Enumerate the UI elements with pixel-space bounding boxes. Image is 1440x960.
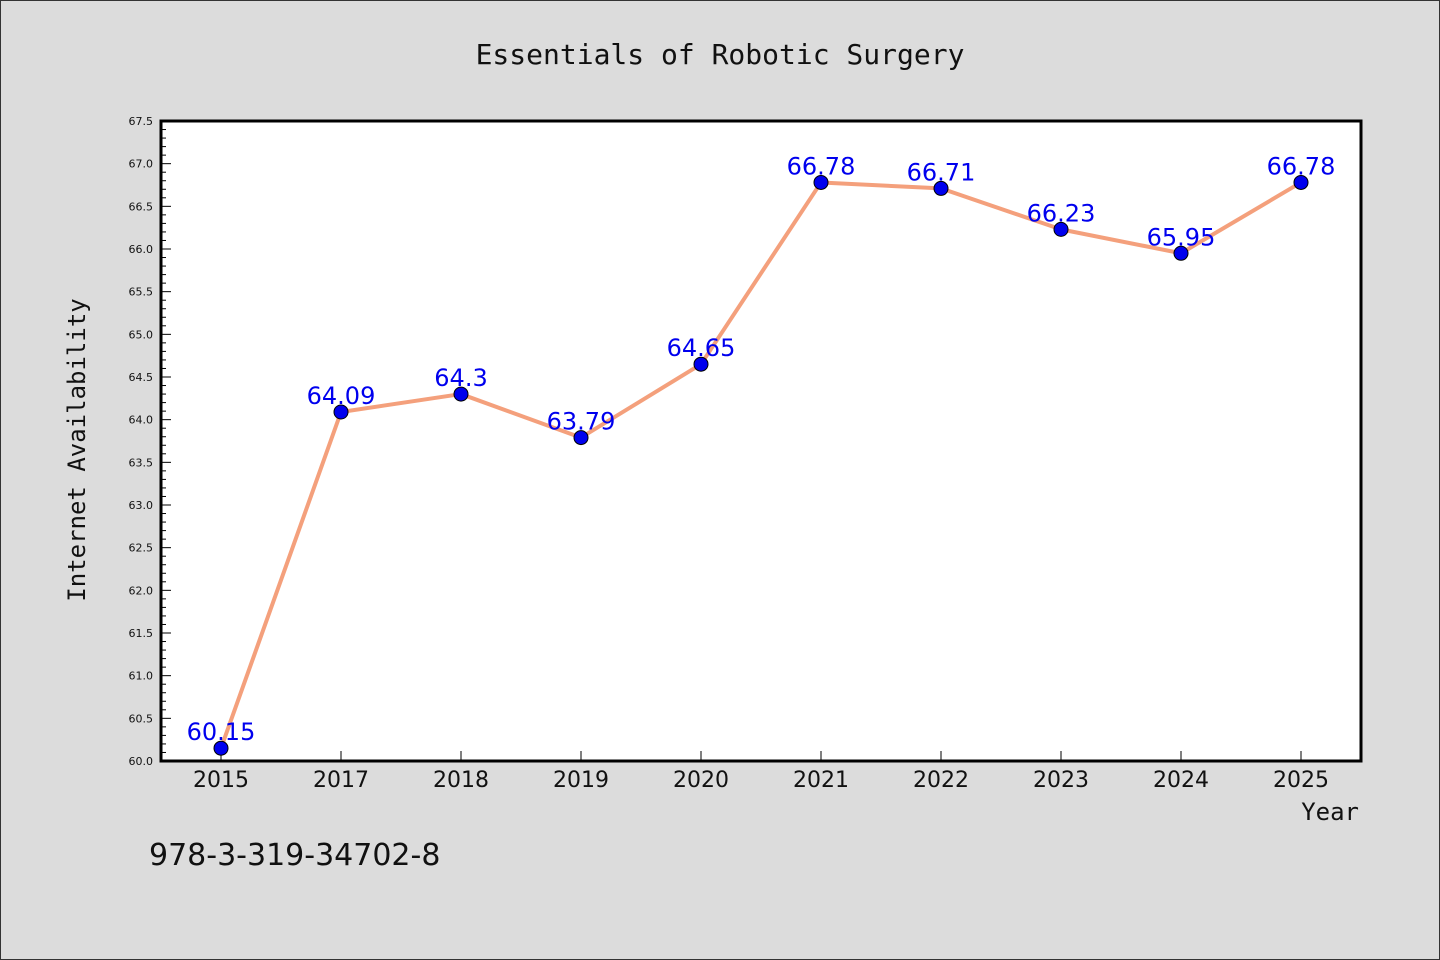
y-tick-label: 60.0: [129, 755, 154, 768]
data-point: [1293, 174, 1309, 190]
y-tick-label: 67.5: [129, 115, 154, 128]
y-axis: 60.0 60.5 61.0 61.5 62.0 62.5 63.0 63.5 64.0 64.5…: [129, 115, 171, 768]
y-tick-label: 66.0: [129, 243, 154, 256]
y-tick-label: 63.0: [129, 499, 154, 512]
x-tick-label: 2021: [793, 768, 849, 793]
data-label: 64.3: [434, 364, 487, 392]
data-point: [453, 386, 469, 402]
data-point: [933, 180, 949, 196]
y-tick-label: 67.0: [129, 158, 154, 171]
x-tick-label: 2015: [193, 768, 249, 793]
data-label: 60.15: [187, 718, 256, 746]
y-tick-label: 65.0: [129, 328, 154, 341]
data-label: 66.78: [787, 152, 856, 180]
y-tick-label: 65.5: [129, 286, 154, 299]
data-label: 64.09: [307, 382, 376, 410]
isbn-annotation: 978-3-319-34702-8: [149, 838, 440, 873]
data-label: 66.71: [907, 158, 976, 186]
x-axis: 2015 2017 2018 2019 2020 2021 2022 2023 2024 2025: [193, 751, 1329, 793]
x-tick-label: 2017: [313, 768, 369, 793]
x-tick-label: 2018: [433, 768, 489, 793]
series-layer: [213, 174, 1309, 756]
data-labels: 60.15 64.09 64.3 63.79 64.65 66.78 66.71 66.23 6…: [187, 152, 1336, 746]
plot-area: [159, 119, 1363, 763]
y-tick-label: 66.5: [129, 200, 154, 213]
data-point: [813, 174, 829, 190]
data-label: 66.23: [1027, 199, 1096, 227]
y-tick-label: 64.0: [129, 414, 154, 427]
y-tick-label: 62.0: [129, 584, 154, 597]
y-tick-label: 62.5: [129, 542, 154, 555]
data-label: 66.78: [1267, 152, 1336, 180]
data-point: [213, 740, 229, 756]
data-point: [333, 404, 349, 420]
y-tick-label: 60.5: [129, 712, 154, 725]
x-tick-label: 2019: [553, 768, 609, 793]
data-point: [1053, 221, 1069, 237]
y-axis-label: Internet Availability: [63, 298, 91, 601]
chart-title: Essentials of Robotic Surgery: [476, 38, 965, 71]
data-label: 64.65: [667, 334, 736, 362]
y-tick-label: 64.5: [129, 371, 154, 384]
x-tick-label: 2024: [1153, 768, 1209, 793]
series-line: [219, 180, 1303, 749]
data-point: [1173, 245, 1189, 261]
data-label: 65.95: [1147, 223, 1216, 251]
x-axis-label: Year: [1301, 798, 1359, 826]
data-label: 63.79: [547, 408, 616, 436]
x-tick-label: 2023: [1033, 768, 1089, 793]
data-point: [693, 356, 709, 372]
x-tick-label: 2025: [1273, 768, 1329, 793]
y-tick-label: 63.5: [129, 456, 154, 469]
x-tick-label: 2022: [913, 768, 969, 793]
y-tick-label: 61.5: [129, 627, 154, 640]
y-tick-label: 61.0: [129, 670, 154, 683]
data-point: [573, 430, 589, 446]
x-tick-label: 2020: [673, 768, 729, 793]
